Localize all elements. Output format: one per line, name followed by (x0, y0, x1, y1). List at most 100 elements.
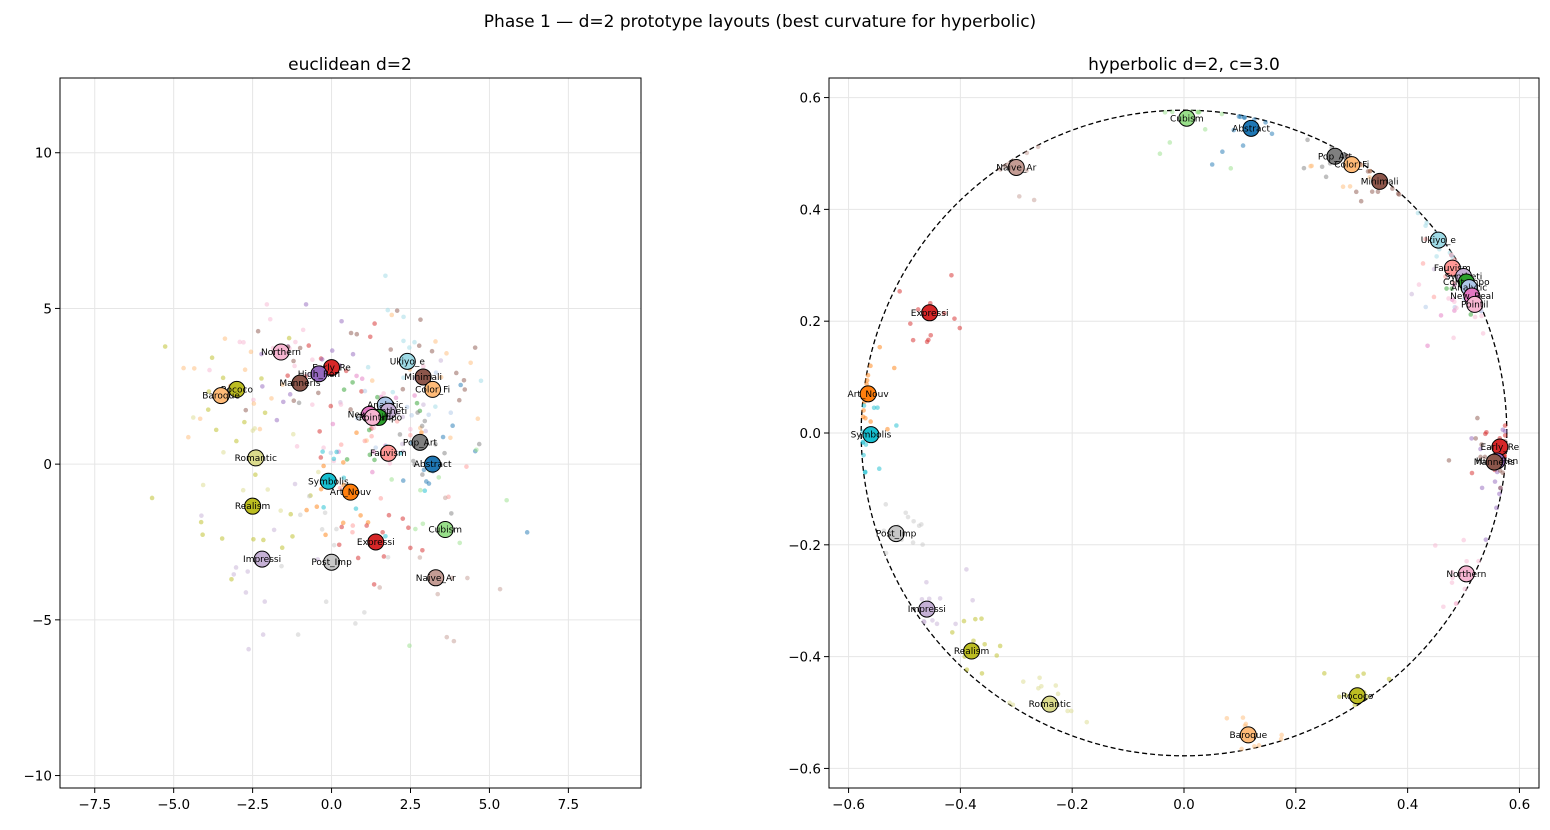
sample-point (388, 347, 394, 352)
sample-point (377, 585, 383, 590)
prototype-marker: Northern (1446, 565, 1486, 583)
prototype-label: Early_Re (1481, 443, 1520, 453)
hyperbolic-grid (829, 78, 1539, 788)
prototype-dot (921, 304, 939, 322)
prototype-marker: Color_Fi (1334, 156, 1369, 174)
y-tick-label: 0.4 (800, 202, 821, 218)
sample-point (973, 616, 978, 622)
sample-point (1469, 436, 1474, 441)
sample-point (1375, 189, 1381, 195)
prototype-label: Abstract (1232, 124, 1270, 134)
x-tick-label: 5.0 (479, 797, 500, 813)
prototype-dot (862, 426, 880, 444)
prototype-label: Abstract (414, 460, 452, 470)
prototype-marker: Cubism (428, 521, 462, 539)
sample-point (1162, 110, 1168, 115)
sample-point (433, 370, 439, 375)
prototype-dot (212, 387, 230, 405)
sample-point (420, 521, 426, 527)
prototype-marker: Naive_Ar (996, 158, 1037, 176)
sample-point (190, 415, 196, 420)
sample-point (964, 667, 970, 672)
prototype-marker: Minimali (404, 368, 442, 386)
sample-point (317, 429, 322, 434)
sample-point (293, 339, 298, 345)
sample-point (331, 456, 337, 462)
sample-point (998, 167, 1003, 172)
sample-point (862, 470, 868, 475)
prototype-marker: Rococo (221, 380, 254, 398)
prototype-dot (323, 553, 341, 571)
prototype-label: Expressi (357, 538, 395, 548)
sample-point (871, 405, 877, 411)
sample-point (1409, 291, 1415, 297)
figure-suptitle: Phase 1 — d=2 prototype layouts (best cu… (484, 12, 1036, 32)
sample-point (982, 641, 987, 647)
sample-point (1364, 694, 1370, 700)
sample-point (875, 405, 880, 410)
euclidean-panel-title: euclidean d=2 (288, 55, 412, 75)
sample-point (1347, 184, 1353, 189)
sample-point (250, 428, 256, 433)
sample-point (436, 475, 442, 480)
prototype-dot (1466, 295, 1484, 313)
prototype-label: Rococo (221, 385, 254, 395)
sample-point (279, 545, 285, 550)
sample-point (371, 449, 377, 455)
sample-point (383, 533, 388, 539)
prototype-label: Pointil (359, 413, 386, 423)
prototype-marker: Impressi (908, 600, 946, 618)
sample-point (1492, 479, 1498, 484)
sample-point (354, 430, 359, 436)
prototype-label: Art_Nouv (330, 488, 372, 498)
sample-point (997, 643, 1003, 649)
prototype-dot (436, 521, 454, 539)
prototype-dot (427, 569, 445, 587)
sample-point (372, 321, 377, 326)
prototype-marker: Expressi (357, 533, 395, 551)
sample-point (868, 419, 873, 424)
sample-point (1240, 143, 1246, 148)
sample-point (1478, 446, 1483, 452)
sample-point (260, 384, 265, 389)
sample-point (400, 414, 406, 420)
prototype-marker: High_Ren (298, 365, 340, 383)
hyperbolic-ticks: −0.6 −0.4 −0.2 0.0 0.2 0.4 0.6 −0.6 −0.4 −0.2 0.0 0… (788, 91, 1530, 813)
sample-point (219, 536, 225, 541)
sample-point (279, 563, 284, 569)
sample-point (1497, 491, 1502, 497)
sample-point (362, 610, 367, 615)
sample-point (369, 378, 375, 383)
sample-point (1252, 744, 1257, 749)
x-tick-label: 0.0 (321, 797, 342, 813)
x-tick-label: −0.4 (944, 797, 977, 813)
sample-point (295, 632, 301, 637)
sample-point (1263, 120, 1268, 125)
sample-point (242, 419, 247, 425)
prototype-label: Baroque (1229, 731, 1267, 741)
prototype-marker: Realism (954, 642, 989, 660)
sample-point (911, 518, 916, 524)
sample-point (257, 426, 263, 432)
sample-point (389, 477, 394, 482)
sample-point (222, 336, 228, 341)
sample-point (1241, 115, 1247, 120)
sample-point (290, 534, 295, 539)
sample-point (1361, 671, 1366, 676)
sample-point (1453, 601, 1459, 607)
sample-point (861, 403, 867, 408)
sample-point (1450, 575, 1455, 581)
sample-point (422, 488, 428, 494)
prototype-label: Northern (261, 348, 301, 358)
sample-point (251, 401, 257, 406)
sample-point (1441, 604, 1446, 610)
sample-point (408, 426, 413, 432)
prototype-label: Symbolis (308, 477, 349, 487)
sample-point (1449, 286, 1455, 291)
sample-point (894, 423, 899, 428)
sample-point (1167, 140, 1173, 145)
sample-point (406, 525, 411, 531)
sample-point (426, 481, 432, 486)
sample-point (1305, 137, 1310, 143)
prototype-marker: Symbolis (308, 472, 349, 490)
